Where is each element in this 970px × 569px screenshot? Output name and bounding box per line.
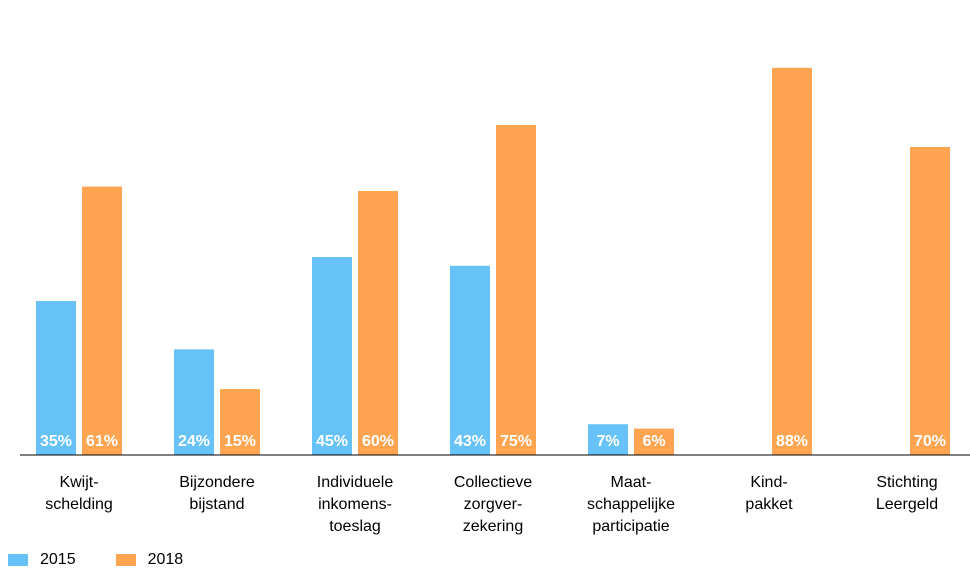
- bar-2018-4: [634, 428, 674, 455]
- legend-label-2015: 2015: [40, 551, 76, 568]
- bar-2018-0: [82, 186, 122, 455]
- category-label-2: Individuele inkomens-toeslag: [317, 474, 394, 535]
- value-labels-group: 35% 61% 24% 15% 45% 60% 43% 75% 7% 6% 88% 70%: [40, 433, 946, 450]
- value-label-2015-0: 35%: [40, 433, 72, 450]
- category-label-6: Stichting Leergeld: [876, 474, 938, 513]
- bar-2015-0: [36, 301, 76, 455]
- bar-2018-1: [220, 389, 260, 455]
- value-label-2015-2: 45%: [316, 433, 348, 450]
- bar-2015-4: [588, 424, 628, 455]
- value-label-2018-4: 6%: [642, 433, 665, 450]
- category-label-1: Bijzondere bijstand: [179, 474, 255, 513]
- value-label-2015-4: 7%: [596, 433, 619, 450]
- bar-chart: 35% 61% 24% 15% 45% 60% 43% 75% 7% 6% 88% 70% Kwijt…: [20, 67, 970, 535]
- value-label-2018-0: 61%: [86, 433, 118, 450]
- legend-swatch-2015: [8, 554, 28, 566]
- category-labels-group: Kwijt-schelding Bijzondere bijstand Individ…: [45, 474, 938, 535]
- value-label-2018-6: 70%: [914, 433, 946, 450]
- value-label-2018-3: 75%: [500, 433, 532, 450]
- value-label-2018-5: 88%: [776, 433, 808, 450]
- bar-2015-2: [312, 257, 352, 455]
- value-label-2018-1: 15%: [224, 433, 256, 450]
- category-label-0: Kwijt-schelding: [45, 474, 113, 513]
- value-label-2018-2: 60%: [362, 433, 394, 450]
- legend: 2015 2018: [8, 551, 223, 569]
- bar-2018-2: [358, 191, 398, 455]
- bar-2018-6: [910, 147, 950, 455]
- category-label-3: Collectieve zorgver-zekering: [454, 474, 532, 535]
- legend-label-2018: 2018: [147, 551, 184, 568]
- bar-2015-1: [174, 349, 214, 455]
- value-label-2015-3: 43%: [454, 433, 486, 450]
- legend-item-2018: 2018: [115, 551, 184, 569]
- bar-2018-5: [772, 67, 812, 456]
- legend-item-2015: 2015: [8, 551, 76, 569]
- bar-2018-3: [496, 125, 536, 455]
- bars-group: [36, 67, 950, 456]
- value-label-2015-1: 24%: [178, 433, 210, 450]
- legend-swatch-2018: [115, 554, 136, 566]
- category-label-4: Maat-schappelijke participatie: [587, 474, 675, 535]
- bar-2015-3: [450, 265, 490, 455]
- category-label-5: Kind-pakket: [745, 474, 793, 513]
